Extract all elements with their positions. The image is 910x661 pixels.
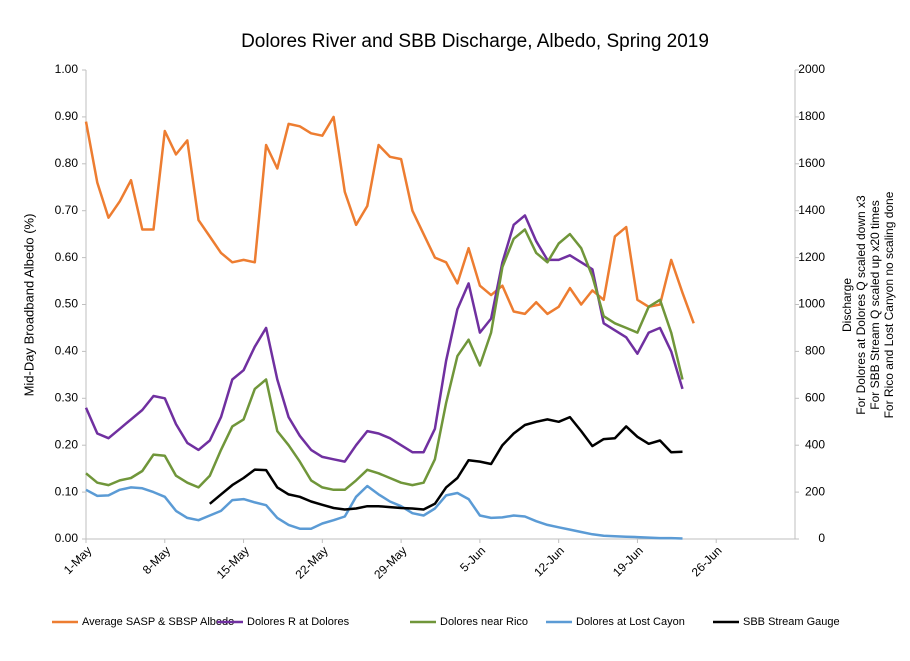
y-tick-label: 0.10 bbox=[55, 484, 79, 498]
y-tick-label: 0.90 bbox=[55, 109, 79, 123]
y-tick-label: 0.50 bbox=[55, 297, 79, 311]
y-tick-label: 0.60 bbox=[55, 250, 79, 264]
series-line bbox=[85, 484, 683, 540]
legend-label: SBB Stream Gauge bbox=[743, 616, 840, 628]
y2-tick-label: 1400 bbox=[798, 203, 825, 217]
legend-label: Dolores R at Dolores bbox=[247, 616, 350, 628]
y2-tick-label: 1200 bbox=[798, 250, 825, 264]
y2-tick-label: 1800 bbox=[798, 109, 825, 123]
y2-tick-label: 1600 bbox=[798, 156, 825, 170]
y-axis-label: Mid-Day Broadband Albedo (%) bbox=[21, 214, 36, 397]
y2-axis-label: For Dolores at Dolores Q scaled down x3 bbox=[854, 195, 868, 415]
legend-label: Dolores at Lost Cayon bbox=[576, 616, 685, 628]
y-tick-label: 0.70 bbox=[55, 203, 79, 217]
y2-axis-label: For SBB Stream Q scaled up x20 times bbox=[868, 200, 882, 409]
y2-tick-label: 200 bbox=[805, 484, 825, 498]
y2-tick-label: 2000 bbox=[798, 62, 825, 76]
y2-tick-label: 0 bbox=[818, 531, 825, 545]
y-tick-label: 0.00 bbox=[55, 531, 79, 545]
series-line bbox=[84, 115, 695, 324]
y2-axis-label: For Rico and Lost Canyon no scaling done bbox=[882, 191, 896, 418]
legend-label: Average SASP & SBSP Albedo bbox=[82, 616, 234, 628]
y-tick-label: 0.30 bbox=[55, 390, 79, 404]
y-tick-label: 0.40 bbox=[55, 344, 79, 358]
y2-axis-label: Discharge bbox=[840, 278, 854, 332]
y-tick-label: 0.20 bbox=[55, 437, 79, 451]
legend-label: Dolores near Rico bbox=[440, 616, 528, 628]
y2-tick-label: 1000 bbox=[798, 297, 825, 311]
y2-tick-label: 800 bbox=[805, 344, 825, 358]
series-line bbox=[85, 228, 684, 492]
series-line bbox=[84, 214, 684, 463]
y2-tick-label: 600 bbox=[805, 390, 825, 404]
y2-tick-label: 400 bbox=[805, 437, 825, 451]
y-tick-label: 0.80 bbox=[55, 156, 79, 170]
chart-title: Dolores River and SBB Discharge, Albedo,… bbox=[241, 31, 709, 52]
series-line bbox=[208, 415, 683, 511]
y-tick-label: 1.00 bbox=[55, 62, 79, 76]
